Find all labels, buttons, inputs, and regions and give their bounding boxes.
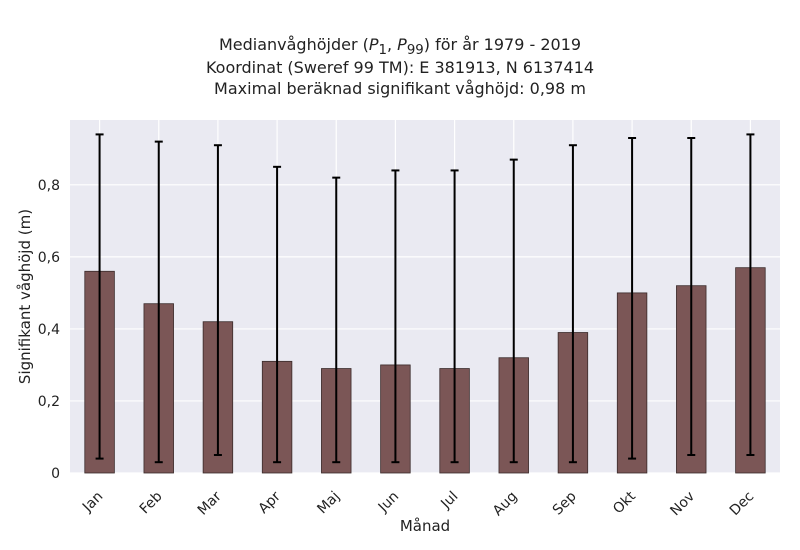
x-tick-label: Jul	[437, 489, 461, 513]
x-tick-label: Sep	[550, 488, 580, 518]
title-suffix: ) för år 1979 - 2019	[423, 35, 582, 54]
y-tick-label: 0	[51, 466, 60, 482]
title-p-symbol-1: P	[368, 35, 379, 54]
x-tick-label: Nov	[667, 489, 698, 520]
chart-title-line-2: Koordinat (Sweref 99 TM): E 381913, N 61…	[205, 58, 595, 77]
x-tick-label: Jun	[375, 489, 402, 516]
x-tick-label: Dec	[727, 489, 757, 519]
y-tick-label: 0,6	[38, 250, 60, 266]
chart-title-line-3: Maximal beräknad signifikant våghöjd: 0,…	[214, 79, 586, 98]
y-tick-label: 0,8	[38, 178, 60, 194]
chart-title-line-1: Medianvåghöjder (P1, P99) för år 1979 - …	[0, 35, 800, 58]
title-sub-2: 99	[406, 43, 424, 59]
y-axis-label: Signifikant våghöjd (m)	[16, 209, 34, 384]
title-prefix: Medianvåghöjder (	[218, 35, 369, 54]
x-tick-label: Mar	[195, 488, 225, 518]
plot-background	[70, 120, 780, 473]
x-tick-label: Okt	[610, 488, 639, 517]
title-p-symbol-2: P	[397, 35, 407, 54]
y-tick-label: 0,2	[38, 394, 60, 410]
x-tick-label: Apr	[255, 488, 284, 517]
x-tick-label: Jan	[79, 489, 106, 516]
y-tick-label: 0,4	[38, 322, 60, 338]
title-separator: ,	[386, 35, 398, 54]
x-axis-label: Månad	[400, 517, 450, 535]
x-tick-label: Feb	[137, 488, 166, 517]
x-tick-label: Aug	[490, 489, 521, 520]
title-sub-1: 1	[378, 43, 387, 59]
x-tick-label: Maj	[314, 489, 343, 518]
